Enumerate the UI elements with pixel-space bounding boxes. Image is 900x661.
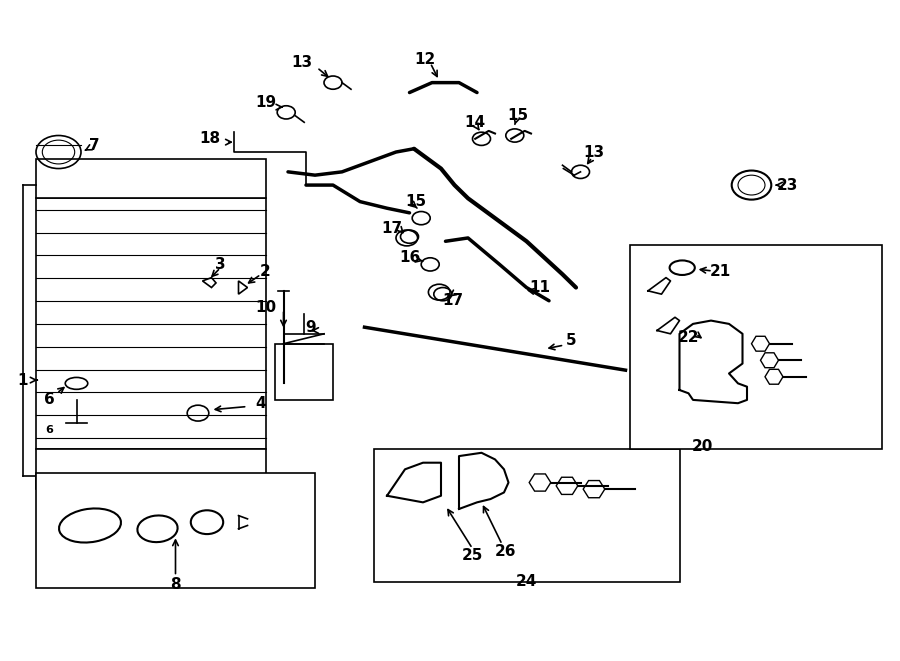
Text: 5: 5 <box>566 333 577 348</box>
Text: 14: 14 <box>464 115 486 130</box>
Text: 10: 10 <box>255 300 276 315</box>
Text: 6: 6 <box>44 393 55 407</box>
Bar <box>36 449 266 489</box>
Text: 22: 22 <box>678 330 699 344</box>
Text: 17: 17 <box>442 293 464 308</box>
Text: 3: 3 <box>215 257 226 272</box>
Text: 8: 8 <box>170 578 181 592</box>
Text: 7: 7 <box>89 138 100 153</box>
Text: 13: 13 <box>583 145 605 159</box>
Bar <box>36 159 266 198</box>
Bar <box>274 344 333 400</box>
Text: 12: 12 <box>414 52 436 67</box>
Text: 4: 4 <box>256 396 266 410</box>
Bar <box>36 198 266 449</box>
Text: 17: 17 <box>381 221 402 235</box>
Bar <box>36 473 315 588</box>
Text: 13: 13 <box>291 56 312 70</box>
Text: 11: 11 <box>529 280 551 295</box>
Text: 21: 21 <box>709 264 731 278</box>
Text: 26: 26 <box>495 545 517 559</box>
Text: 15: 15 <box>405 194 427 209</box>
Text: 2: 2 <box>260 264 271 278</box>
Text: 6: 6 <box>46 424 53 435</box>
Text: 24: 24 <box>516 574 537 589</box>
Text: 9: 9 <box>305 320 316 334</box>
Text: 19: 19 <box>255 95 276 110</box>
Bar <box>374 449 680 582</box>
Text: 16: 16 <box>399 251 420 265</box>
Text: 20: 20 <box>691 439 713 453</box>
Text: 1: 1 <box>17 373 28 387</box>
Text: 25: 25 <box>462 548 483 563</box>
Bar <box>630 245 882 449</box>
Text: 15: 15 <box>507 108 528 123</box>
Text: 23: 23 <box>777 178 798 192</box>
Text: 18: 18 <box>199 132 220 146</box>
